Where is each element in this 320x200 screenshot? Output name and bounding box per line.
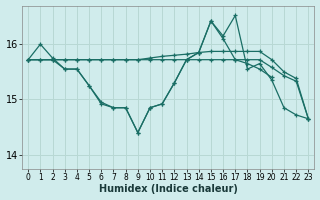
X-axis label: Humidex (Indice chaleur): Humidex (Indice chaleur): [99, 184, 238, 194]
